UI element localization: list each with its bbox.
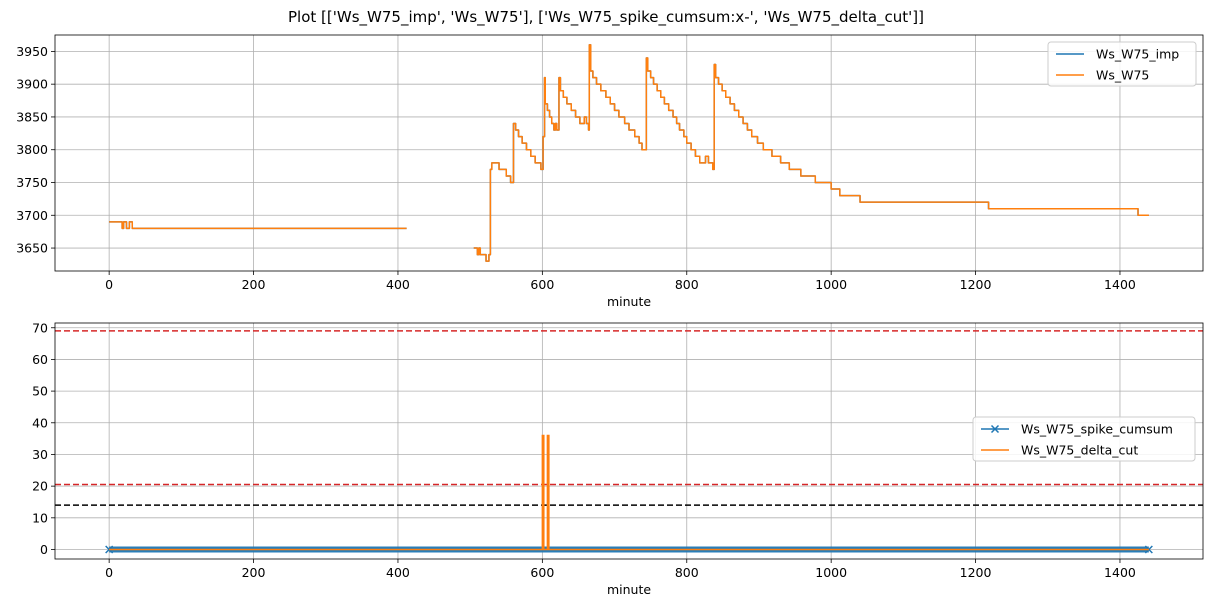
y-tick-label: 3700 [16, 208, 48, 223]
figure-title: Plot [['Ws_W75_imp', 'Ws_W75'], ['Ws_W75… [288, 8, 924, 27]
top-plot: 0 200 400 600 800 1000 1200 1400 3650 3700 3750 380… [16, 34, 1204, 309]
x-tick-label: 800 [675, 565, 699, 580]
plot-data-area [109, 44, 1149, 262]
x-tick-label: 600 [530, 565, 554, 580]
legend-ws-w75-delta-cut-label: Ws_W75_delta_cut [1021, 443, 1138, 458]
legend: Ws_W75_imp Ws_W75 [1047, 41, 1197, 87]
legend: Ws_W75_spike_cumsum Ws_W75_delta_cut [972, 416, 1196, 462]
y-tick-label: 40 [32, 415, 48, 430]
x-tick-label: 600 [530, 277, 554, 292]
y-tick-label: 20 [32, 479, 48, 494]
x-axis-label: minute [607, 294, 651, 309]
x-tick-label: 1200 [960, 565, 992, 580]
x-tick-label: 400 [386, 565, 410, 580]
x-tick-label: 0 [105, 565, 113, 580]
x-tick-label: 1400 [1104, 277, 1136, 292]
y-tick-label: 3950 [16, 44, 48, 59]
x-tick-label: 0 [105, 277, 113, 292]
x-tick-label: 800 [675, 277, 699, 292]
y-tick-label: 0 [40, 542, 48, 557]
y-tick-label: 70 [32, 320, 48, 335]
legend-box [1047, 41, 1197, 87]
y-tick-label: 3750 [16, 175, 48, 190]
legend-ws-w75-spike-cumsum-marker [990, 424, 1000, 434]
legend-ws-w75-spike-cumsum-label: Ws_W75_spike_cumsum [1021, 422, 1173, 437]
series-ws-w75-delta-cut-line [109, 434, 1149, 551]
y-tick-label: 3850 [16, 109, 48, 124]
bottom-plot: 0 200 400 600 800 1000 1200 1400 0 10 20 30 40 50 60 70… [32, 320, 1204, 597]
x-tick-label: 400 [386, 277, 410, 292]
x-tick-label: 1400 [1104, 565, 1136, 580]
legend-box [972, 416, 1196, 462]
series-ws-w75-line [473, 44, 1149, 262]
x-tick-label: 200 [242, 277, 266, 292]
x-axis-label: minute [607, 582, 651, 597]
y-tick-label: 3650 [16, 241, 48, 256]
y-tick-label: 60 [32, 352, 48, 367]
axes-frame [54, 322, 1204, 560]
y-tick-label: 3900 [16, 77, 48, 92]
y-tick-label: 50 [32, 384, 48, 399]
y-tick-label: 30 [32, 447, 48, 462]
axes-frame [54, 34, 1204, 272]
y-tick-label: 3800 [16, 142, 48, 157]
series-ws-w75-line [109, 221, 407, 230]
plot-data-area [55, 330, 1203, 554]
legend-ws-w75-label: Ws_W75 [1096, 68, 1149, 83]
x-tick-label: 1000 [815, 565, 847, 580]
legend-ws-w75-imp-label: Ws_W75_imp [1096, 47, 1179, 62]
y-tick-label: 10 [32, 510, 48, 525]
x-tick-label: 1200 [960, 277, 992, 292]
x-tick-label: 1000 [815, 277, 847, 292]
x-tick-label: 200 [242, 565, 266, 580]
